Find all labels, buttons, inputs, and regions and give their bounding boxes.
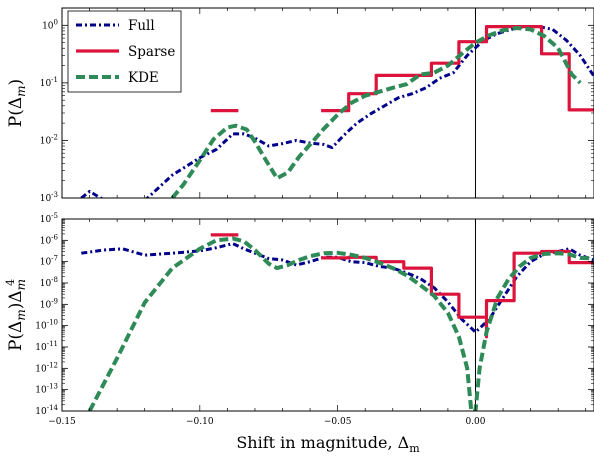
y-axis-label: P(Δm) bbox=[6, 79, 28, 127]
y-tick-label: 10-9 bbox=[40, 297, 58, 310]
series-line-kde bbox=[87, 236, 594, 411]
x-tick-label: 0.00 bbox=[465, 417, 485, 427]
series-line-sparse bbox=[321, 25, 594, 113]
x-tick-label: −0.15 bbox=[48, 417, 76, 427]
x-tick-label: −0.05 bbox=[324, 417, 352, 427]
y-tick-label: 10-10 bbox=[35, 319, 58, 332]
y-tick-label: 10-12 bbox=[35, 361, 58, 374]
y-tick-label: 10-13 bbox=[35, 383, 58, 396]
legend: Full Sparse KDE bbox=[67, 10, 182, 93]
y-tick-label: 10-14 bbox=[35, 404, 58, 417]
y-tick-label: 10-5 bbox=[40, 212, 58, 225]
x-tick-label: −0.10 bbox=[186, 417, 214, 427]
series-line-sparse bbox=[321, 249, 594, 339]
y-tick-label: 10-1 bbox=[40, 76, 58, 89]
y-tick-label: 10-3 bbox=[40, 191, 58, 204]
top-panel: 10-3 10-2 10-1 100 P(Δm) Full Sparse KDE bbox=[6, 7, 594, 204]
y-tick-label: 10-8 bbox=[40, 276, 58, 289]
y-tick-label: 100 bbox=[42, 18, 58, 31]
legend-label: Full bbox=[128, 18, 155, 34]
bottom-panel: 10-14 10-13 10-12 10-11 10-10 10-9 10-8 10-7 10-… bbox=[4, 212, 594, 455]
y-axis-label: P(Δm)Δm4 bbox=[4, 279, 28, 351]
y-tick-label: 10-2 bbox=[40, 133, 58, 146]
plot-frame bbox=[61, 218, 594, 412]
plot-frame bbox=[61, 7, 594, 199]
y-tick-label: 10-7 bbox=[40, 255, 58, 268]
legend-label: Sparse bbox=[128, 44, 175, 60]
legend-label: KDE bbox=[128, 70, 159, 86]
series-line-kde bbox=[170, 26, 582, 198]
series-line-full bbox=[81, 242, 594, 334]
y-tick-label: 10-6 bbox=[40, 233, 59, 246]
x-axis-label: Shift in magnitude, Δm bbox=[236, 433, 420, 455]
y-tick-label: 10-11 bbox=[35, 340, 58, 353]
